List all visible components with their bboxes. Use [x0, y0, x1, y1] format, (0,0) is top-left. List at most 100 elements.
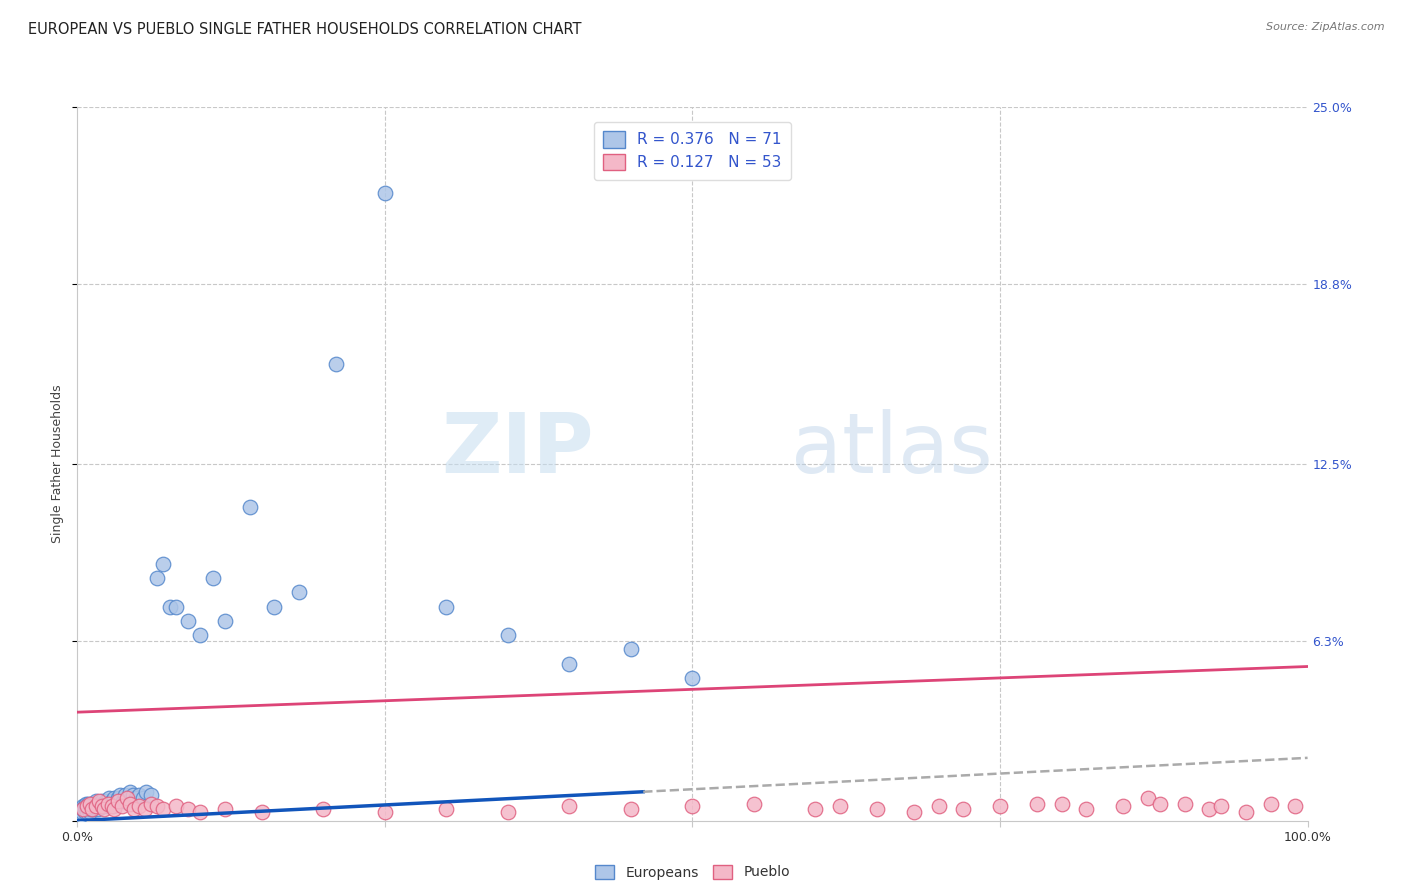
Text: atlas: atlas: [792, 409, 993, 490]
Point: [104, 797, 127, 811]
Point: [111, 799, 132, 814]
Point: [165, 599, 187, 614]
Point: [79, 799, 101, 814]
Point: [131, 790, 153, 805]
Point: [214, 802, 236, 816]
Point: [121, 788, 143, 802]
Point: [100, 797, 122, 811]
Point: [620, 642, 643, 657]
Point: [122, 802, 145, 816]
Point: [82, 799, 104, 814]
Text: ZIP: ZIP: [441, 409, 595, 490]
Point: [682, 671, 704, 685]
Point: [903, 805, 925, 819]
Text: Source: ZipAtlas.com: Source: ZipAtlas.com: [1267, 22, 1385, 32]
Point: [682, 799, 704, 814]
Legend: Europeans, Pueblo: Europeans, Pueblo: [589, 859, 796, 885]
Point: [496, 628, 519, 642]
Point: [110, 788, 132, 802]
Point: [89, 797, 111, 811]
Point: [84, 799, 107, 814]
Point: [201, 571, 224, 585]
Point: [1198, 802, 1220, 816]
Point: [152, 557, 174, 571]
Point: [76, 799, 98, 814]
Point: [1149, 797, 1171, 811]
Point: [325, 357, 347, 371]
Point: [70, 805, 93, 819]
Point: [288, 585, 311, 599]
Point: [177, 802, 200, 816]
Point: [141, 797, 163, 811]
Point: [1076, 802, 1098, 816]
Point: [105, 794, 128, 808]
Point: [1112, 799, 1135, 814]
Point: [146, 571, 169, 585]
Point: [165, 799, 187, 814]
Point: [73, 805, 96, 819]
Point: [436, 802, 458, 816]
Point: [90, 799, 114, 814]
Point: [436, 599, 458, 614]
Point: [75, 797, 97, 811]
Point: [94, 794, 117, 808]
Point: [190, 628, 212, 642]
Point: [496, 805, 519, 819]
Point: [115, 790, 138, 805]
Point: [84, 802, 107, 816]
Y-axis label: Single Father Households: Single Father Households: [51, 384, 65, 543]
Point: [1174, 797, 1197, 811]
Point: [830, 799, 852, 814]
Point: [742, 797, 765, 811]
Point: [159, 599, 181, 614]
Point: [97, 799, 120, 814]
Point: [1260, 797, 1282, 811]
Text: EUROPEAN VS PUEBLO SINGLE FATHER HOUSEHOLDS CORRELATION CHART: EUROPEAN VS PUEBLO SINGLE FATHER HOUSEHO…: [28, 22, 582, 37]
Point: [1026, 797, 1049, 811]
Point: [1136, 790, 1159, 805]
Point: [93, 799, 115, 814]
Point: [82, 802, 104, 816]
Point: [107, 794, 129, 808]
Point: [558, 799, 581, 814]
Point: [70, 802, 93, 816]
Point: [77, 797, 100, 811]
Point: [134, 802, 156, 816]
Point: [91, 797, 114, 811]
Point: [72, 799, 94, 814]
Point: [114, 788, 136, 802]
Point: [120, 785, 142, 799]
Point: [928, 799, 950, 814]
Point: [804, 802, 827, 816]
Point: [77, 802, 100, 816]
Point: [866, 802, 889, 816]
Point: [97, 797, 120, 811]
Point: [177, 614, 200, 628]
Point: [101, 794, 124, 808]
Point: [250, 805, 273, 819]
Point: [69, 805, 91, 819]
Point: [128, 788, 150, 802]
Point: [76, 805, 98, 819]
Point: [73, 799, 96, 814]
Point: [1284, 799, 1306, 814]
Point: [82, 802, 104, 816]
Point: [84, 794, 107, 808]
Point: [111, 794, 134, 808]
Point: [101, 799, 124, 814]
Point: [80, 797, 103, 811]
Point: [103, 790, 125, 805]
Point: [125, 790, 148, 805]
Point: [83, 799, 105, 814]
Point: [141, 788, 163, 802]
Point: [86, 799, 108, 814]
Point: [72, 802, 94, 816]
Point: [952, 802, 974, 816]
Point: [214, 614, 236, 628]
Point: [120, 797, 142, 811]
Point: [135, 785, 157, 799]
Point: [558, 657, 581, 671]
Point: [70, 808, 93, 822]
Point: [90, 799, 112, 814]
Point: [72, 802, 94, 816]
